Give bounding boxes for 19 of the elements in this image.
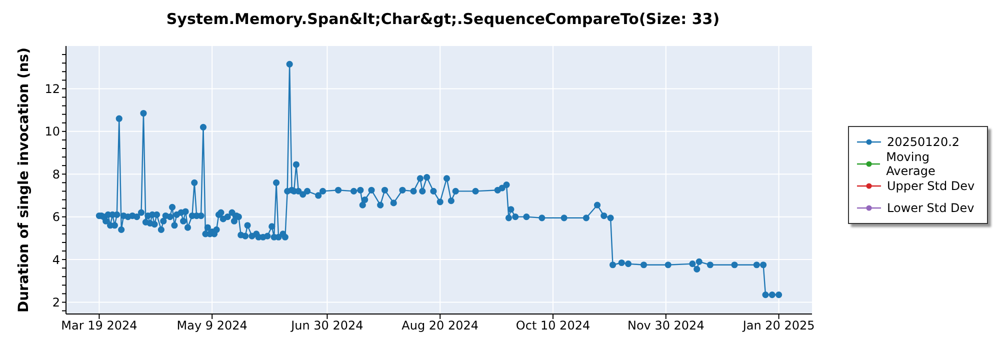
legend-label: 20250120.2 — [887, 135, 960, 149]
x-tick-label: May 9 2024 — [176, 318, 248, 333]
x-tick-label: Jan 20 2025 — [742, 318, 815, 333]
chart-title: System.Memory.Span&lt;Char&gt;.SequenceCompareTo(Size: 33) — [165, 10, 721, 28]
legend-label: Lower Std Dev — [887, 201, 974, 215]
x-tick-label: Aug 20 2024 — [402, 318, 479, 333]
x-tick-label: Jun 30 2024 — [290, 318, 364, 333]
y-tick-label: 2 — [52, 296, 60, 310]
y-tick-label: 4 — [52, 252, 60, 267]
y-tick-label: 12 — [44, 82, 60, 96]
legend-label: Upper Std Dev — [887, 179, 975, 193]
y-tick-label: 8 — [52, 167, 60, 182]
legend-label: Moving Average — [886, 150, 936, 178]
y-axis-title: Duration of single invocation (ns) — [16, 47, 32, 313]
x-tick-label: Mar 19 2024 — [61, 318, 138, 333]
y-tick-label: 10 — [44, 124, 60, 139]
x-tick-label: Nov 30 2024 — [627, 318, 704, 333]
y-tick-label: 6 — [52, 210, 60, 224]
x-tick-label: Oct 10 2024 — [516, 318, 590, 333]
